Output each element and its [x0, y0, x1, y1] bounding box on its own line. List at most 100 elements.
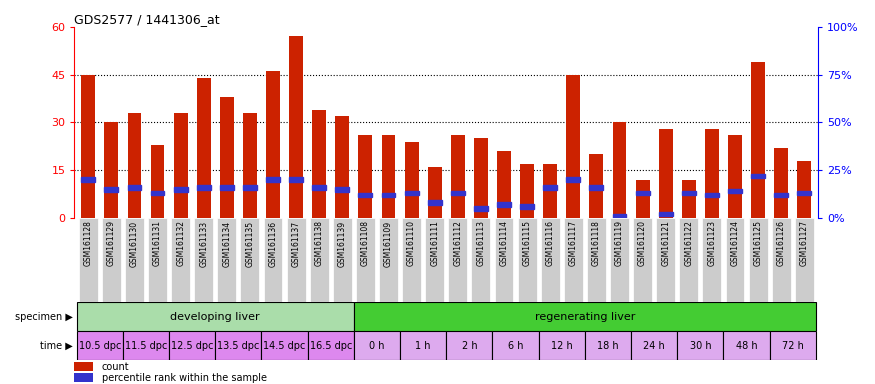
- Bar: [194, 218, 214, 302]
- Text: GSM161118: GSM161118: [592, 220, 601, 266]
- Text: GSM161126: GSM161126: [777, 220, 786, 266]
- Text: GSM161113: GSM161113: [476, 220, 486, 266]
- Text: GSM161125: GSM161125: [753, 220, 763, 266]
- Bar: [243, 185, 257, 190]
- Text: time ▶: time ▶: [40, 341, 73, 351]
- Bar: [104, 122, 118, 218]
- Bar: [474, 138, 488, 218]
- Bar: [148, 218, 167, 302]
- Text: GSM161134: GSM161134: [222, 220, 231, 266]
- Bar: [794, 218, 814, 302]
- Bar: [446, 331, 493, 361]
- Bar: [612, 214, 626, 218]
- Bar: [354, 331, 400, 361]
- Text: 6 h: 6 h: [507, 341, 523, 351]
- Text: 14.5 dpc: 14.5 dpc: [263, 341, 305, 351]
- Bar: [217, 218, 236, 302]
- Bar: [287, 218, 305, 302]
- Bar: [705, 129, 718, 218]
- Bar: [174, 187, 187, 192]
- Bar: [543, 185, 557, 190]
- Text: developing liver: developing liver: [171, 311, 260, 321]
- Text: 12.5 dpc: 12.5 dpc: [171, 341, 214, 351]
- Bar: [703, 218, 721, 302]
- Bar: [610, 218, 629, 302]
- Bar: [635, 180, 649, 218]
- Bar: [150, 191, 164, 195]
- Text: GSM161130: GSM161130: [130, 220, 139, 266]
- Bar: [590, 185, 604, 190]
- Bar: [659, 212, 673, 216]
- Bar: [74, 362, 93, 371]
- Text: 13.5 dpc: 13.5 dpc: [217, 341, 260, 351]
- Bar: [402, 218, 421, 302]
- Bar: [104, 187, 118, 192]
- Bar: [150, 145, 164, 218]
- Bar: [725, 218, 745, 302]
- Text: specimen ▶: specimen ▶: [15, 311, 73, 321]
- Bar: [354, 302, 816, 331]
- Bar: [584, 331, 631, 361]
- Bar: [243, 113, 257, 218]
- Bar: [564, 218, 583, 302]
- Bar: [310, 218, 329, 302]
- Bar: [128, 185, 142, 190]
- Bar: [587, 218, 605, 302]
- Bar: [724, 331, 770, 361]
- Bar: [497, 151, 511, 218]
- Bar: [241, 218, 259, 302]
- Bar: [263, 218, 283, 302]
- Text: GSM161111: GSM161111: [430, 220, 439, 266]
- Text: 1 h: 1 h: [416, 341, 430, 351]
- Bar: [81, 74, 95, 218]
- Bar: [425, 218, 444, 302]
- Bar: [682, 180, 696, 218]
- Bar: [125, 218, 144, 302]
- Bar: [289, 36, 303, 218]
- Bar: [356, 218, 374, 302]
- Text: count: count: [102, 362, 130, 372]
- Text: GSM161138: GSM161138: [315, 220, 324, 266]
- Bar: [335, 187, 349, 192]
- Bar: [797, 191, 811, 195]
- Bar: [656, 218, 676, 302]
- Bar: [635, 191, 649, 195]
- Bar: [262, 331, 308, 361]
- Text: GSM161108: GSM161108: [360, 220, 370, 266]
- Bar: [728, 189, 742, 194]
- Bar: [566, 74, 580, 218]
- Bar: [382, 135, 396, 218]
- Text: 2 h: 2 h: [461, 341, 477, 351]
- Text: 16.5 dpc: 16.5 dpc: [310, 341, 352, 351]
- Text: GSM161115: GSM161115: [522, 220, 532, 266]
- Bar: [266, 177, 280, 182]
- Bar: [631, 331, 677, 361]
- Bar: [428, 167, 442, 218]
- Bar: [728, 135, 742, 218]
- Bar: [751, 62, 765, 218]
- Bar: [404, 191, 418, 195]
- Bar: [308, 331, 354, 361]
- Text: GSM161119: GSM161119: [615, 220, 624, 266]
- Bar: [379, 218, 398, 302]
- Bar: [451, 191, 465, 195]
- Text: GSM161121: GSM161121: [662, 220, 670, 266]
- Bar: [172, 218, 190, 302]
- Text: 48 h: 48 h: [736, 341, 758, 351]
- Bar: [451, 135, 465, 218]
- Text: 11.5 dpc: 11.5 dpc: [125, 341, 167, 351]
- Bar: [404, 142, 418, 218]
- Text: GSM161116: GSM161116: [546, 220, 555, 266]
- Bar: [169, 331, 215, 361]
- Bar: [659, 129, 673, 218]
- Text: GSM161114: GSM161114: [500, 220, 508, 266]
- Bar: [289, 177, 303, 182]
- Bar: [682, 191, 696, 195]
- Bar: [566, 177, 580, 182]
- Text: GSM161124: GSM161124: [731, 220, 739, 266]
- Bar: [74, 373, 93, 382]
- Text: GSM161122: GSM161122: [684, 220, 693, 266]
- Text: 12 h: 12 h: [551, 341, 572, 351]
- Bar: [677, 331, 724, 361]
- Bar: [472, 218, 490, 302]
